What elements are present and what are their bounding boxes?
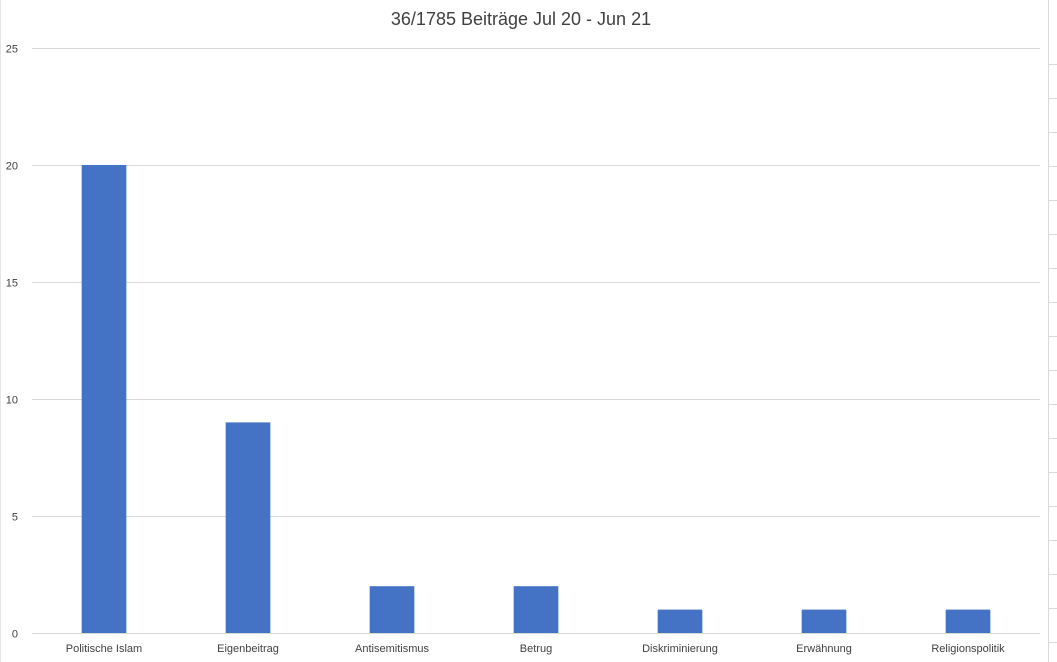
cell-border <box>1049 438 1057 439</box>
bar <box>369 586 415 633</box>
bar <box>657 609 703 633</box>
bar <box>81 165 127 633</box>
cell-border <box>1049 98 1057 99</box>
bar <box>225 422 271 633</box>
cell-border <box>1049 234 1057 235</box>
y-tick-label: 20 <box>6 161 18 173</box>
x-tick-label: Diskriminierung <box>642 643 718 655</box>
x-tick-label: Religionspolitik <box>931 643 1005 655</box>
cell-border <box>1049 166 1057 167</box>
x-tick-label: Politische Islam <box>66 643 142 655</box>
cell-border <box>1049 642 1057 643</box>
y-tick-label: 0 <box>12 629 18 641</box>
cell-border <box>1049 268 1057 269</box>
x-tick-label: Eigenbeitrag <box>217 643 279 655</box>
y-tick-label: 5 <box>12 512 18 524</box>
cell-border <box>1049 608 1057 609</box>
y-tick-label: 25 <box>6 44 18 56</box>
y-tick-label: 10 <box>6 395 18 407</box>
cell-border <box>1049 336 1057 337</box>
bar <box>945 609 991 633</box>
cell-border <box>1049 200 1057 201</box>
bar <box>801 609 847 633</box>
cell-border-left <box>0 0 1 662</box>
cell-border <box>1049 370 1057 371</box>
chart-title: 36/1785 Beiträge Jul 20 - Jun 21 <box>390 9 652 29</box>
cell-border <box>1049 64 1057 65</box>
cell-border <box>1049 302 1057 303</box>
cell-border <box>1049 506 1057 507</box>
x-tick-label: Erwähnung <box>796 643 852 655</box>
cell-border <box>1049 574 1057 575</box>
y-tick-label: 15 <box>6 278 18 290</box>
x-tick-label: Betrug <box>520 643 552 655</box>
cell-border-right <box>1048 0 1049 662</box>
cell-border <box>1049 132 1057 133</box>
cell-border <box>1049 404 1057 405</box>
bar <box>513 586 559 633</box>
cell-border <box>1049 540 1057 541</box>
cell-border <box>1049 472 1057 473</box>
x-tick-label: Antisemitismus <box>355 643 429 655</box>
